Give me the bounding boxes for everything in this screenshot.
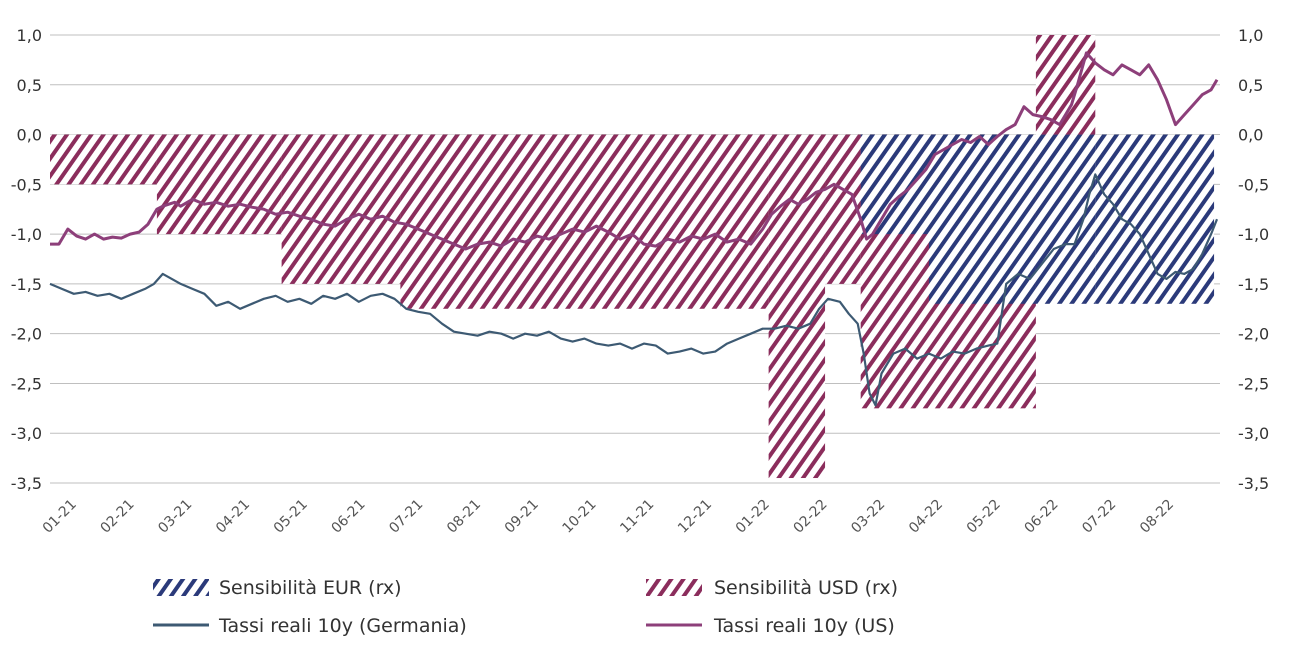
legend-item-de: Tassi reali 10y (Germania) [153, 615, 467, 637]
y-tick-label-right: -2,5 [1238, 374, 1269, 393]
legend-swatch-usd [646, 579, 702, 596]
y-axis-left: 1,0 0,5 0,0 -0,5 -1,0 -1,5 -2,0 -2,5 -3,0 -3,5 [11, 26, 42, 493]
legend-label-eur: Sensibilità EUR (rx) [219, 577, 402, 599]
y-tick-label-right: -2,0 [1238, 325, 1269, 344]
legend-item-eur: Sensibilità EUR (rx) [153, 577, 402, 599]
x-tick-label: 09-21 [502, 497, 542, 537]
y-tick-label-right: 0,5 [1238, 76, 1263, 95]
y-tick-label-right: -1,0 [1238, 225, 1269, 244]
bar-sensitivity-eur [1035, 134, 1096, 304]
y-axis-right: 1,0 0,5 0,0 -0,5 -1,0 -1,5 -2,0 -2,5 -3,0 -3,5 [1238, 26, 1269, 493]
y-tick-label-left: -1,5 [11, 275, 42, 294]
y-tick-label-right: 1,0 [1238, 26, 1263, 45]
bar-sensitivity-usd [1035, 35, 1096, 135]
x-tick-label: 05-22 [964, 497, 1004, 537]
y-tick-label-left: 0,5 [17, 76, 42, 95]
y-tick-label-left: -1,0 [11, 225, 42, 244]
y-tick-label-left: -2,0 [11, 325, 42, 344]
x-axis: 01-21 02-21 03-21 04-21 05-21 06-21 07-21 08-21… [40, 497, 1177, 537]
bar-sensitivity-usd [400, 134, 769, 309]
x-tick-label: 03-21 [155, 497, 195, 537]
series-line-us [50, 51, 1219, 251]
legend-item-us: Tassi reali 10y (US) [646, 615, 895, 637]
bar-sensitivity-usd [768, 134, 826, 479]
x-tick-label: 08-22 [1137, 497, 1177, 537]
bar-sensitivity-usd [825, 134, 861, 284]
legend-swatch-eur [153, 579, 209, 596]
legend: Sensibilità EUR (rx) Sensibilità USD (rx… [153, 577, 898, 637]
x-tick-label: 01-21 [40, 497, 80, 537]
x-tick-label: 02-21 [97, 497, 137, 537]
bar-sensitivity-usd [50, 134, 157, 185]
bar-sensitivity-eur [1095, 134, 1215, 304]
x-tick-label: 03-22 [848, 497, 888, 537]
y-tick-label-left: -2,5 [11, 374, 42, 393]
y-tick-label-left: 1,0 [17, 26, 42, 45]
y-tick-label-right: -0,5 [1238, 175, 1269, 194]
legend-label-usd: Sensibilità USD (rx) [714, 577, 898, 599]
legend-item-usd: Sensibilità USD (rx) [646, 577, 898, 599]
bar-sensitivity-usd [156, 134, 282, 235]
x-tick-label: 08-21 [444, 497, 484, 537]
y-tick-label-right: -3,5 [1238, 474, 1269, 493]
bar-sensitivity-eur [928, 134, 1036, 304]
x-tick-label: 11-21 [617, 497, 657, 537]
x-tick-label: 04-21 [213, 497, 253, 537]
x-tick-label: 01-22 [733, 497, 773, 537]
legend-label-us: Tassi reali 10y (US) [713, 615, 895, 637]
rate-lines [49, 51, 1219, 407]
x-tick-label: 06-21 [328, 497, 368, 537]
y-tick-label-left: -3,5 [11, 474, 42, 493]
y-tick-label-left: 0,0 [17, 126, 42, 145]
x-tick-label: 04-22 [906, 497, 946, 537]
y-tick-label-left: -0,5 [11, 175, 42, 194]
x-tick-label: 05-21 [271, 497, 311, 537]
bar-sensitivity-usd [281, 134, 401, 284]
x-tick-label: 02-22 [790, 497, 830, 537]
x-tick-label: 06-22 [1021, 497, 1061, 537]
y-tick-label-right: -1,5 [1238, 275, 1269, 294]
y-tick-label-left: -3,0 [11, 424, 42, 443]
bar-sensitivity-eur [860, 134, 929, 235]
x-tick-label: 07-22 [1079, 497, 1119, 537]
y-tick-label-right: -3,0 [1238, 424, 1269, 443]
x-tick-label: 12-21 [675, 497, 715, 537]
x-tick-label: 10-21 [559, 497, 599, 537]
y-tick-label-right: 0,0 [1238, 126, 1263, 145]
x-tick-label: 07-21 [386, 497, 426, 537]
legend-label-de: Tassi reali 10y (Germania) [218, 615, 467, 637]
series-line-de [49, 173, 1219, 407]
sensitivity-bars [50, 35, 1215, 479]
